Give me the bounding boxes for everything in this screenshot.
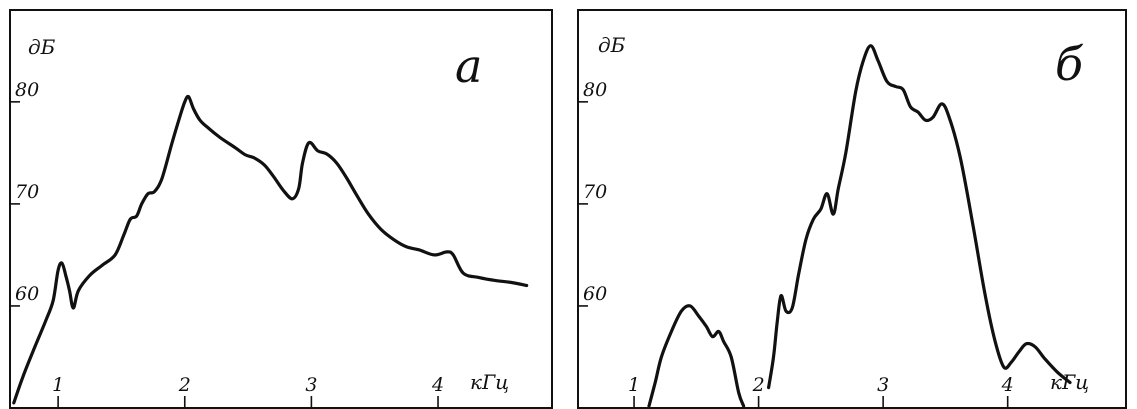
x-tick-label: 3 (305, 374, 317, 396)
y-axis-unit-label: дБ (28, 35, 56, 59)
panel-letter: а (455, 39, 482, 93)
x-tick-label: 4 (1001, 374, 1014, 396)
x-tick-label: 2 (178, 374, 191, 396)
y-tick-label: 60 (15, 283, 39, 305)
x-axis-unit-label: кГц (470, 370, 509, 394)
x-tick-label: 1 (52, 374, 64, 396)
plot-frame (9, 9, 553, 409)
spectrum-curve (767, 44, 1072, 390)
x-tick-label: 1 (628, 374, 640, 396)
curve-layer (12, 94, 529, 405)
y-tick-label: 80 (15, 79, 39, 101)
plot-frame (577, 9, 1127, 409)
y-tick-label: 60 (583, 283, 607, 305)
tick-layer: 1 2 3 4 60 70 80 (10, 79, 444, 408)
tick-layer: 1 2 3 4 60 70 80 (578, 79, 1014, 408)
panel-letter: б (1055, 37, 1084, 91)
x-tick-label: 4 (431, 374, 444, 396)
y-tick-label: 80 (583, 79, 607, 101)
y-tick-label: 70 (15, 181, 39, 203)
y-axis-unit-label: дБ (598, 33, 626, 57)
curve-layer (647, 44, 1072, 408)
spectrum-curve (12, 94, 529, 405)
y-tick-label: 70 (583, 181, 607, 203)
spectrum-curve (647, 304, 746, 408)
panel-a: дБ а кГц 1 2 3 4 60 70 80 (9, 9, 553, 409)
x-tick-label: 2 (752, 374, 765, 396)
x-tick-label: 3 (877, 374, 889, 396)
